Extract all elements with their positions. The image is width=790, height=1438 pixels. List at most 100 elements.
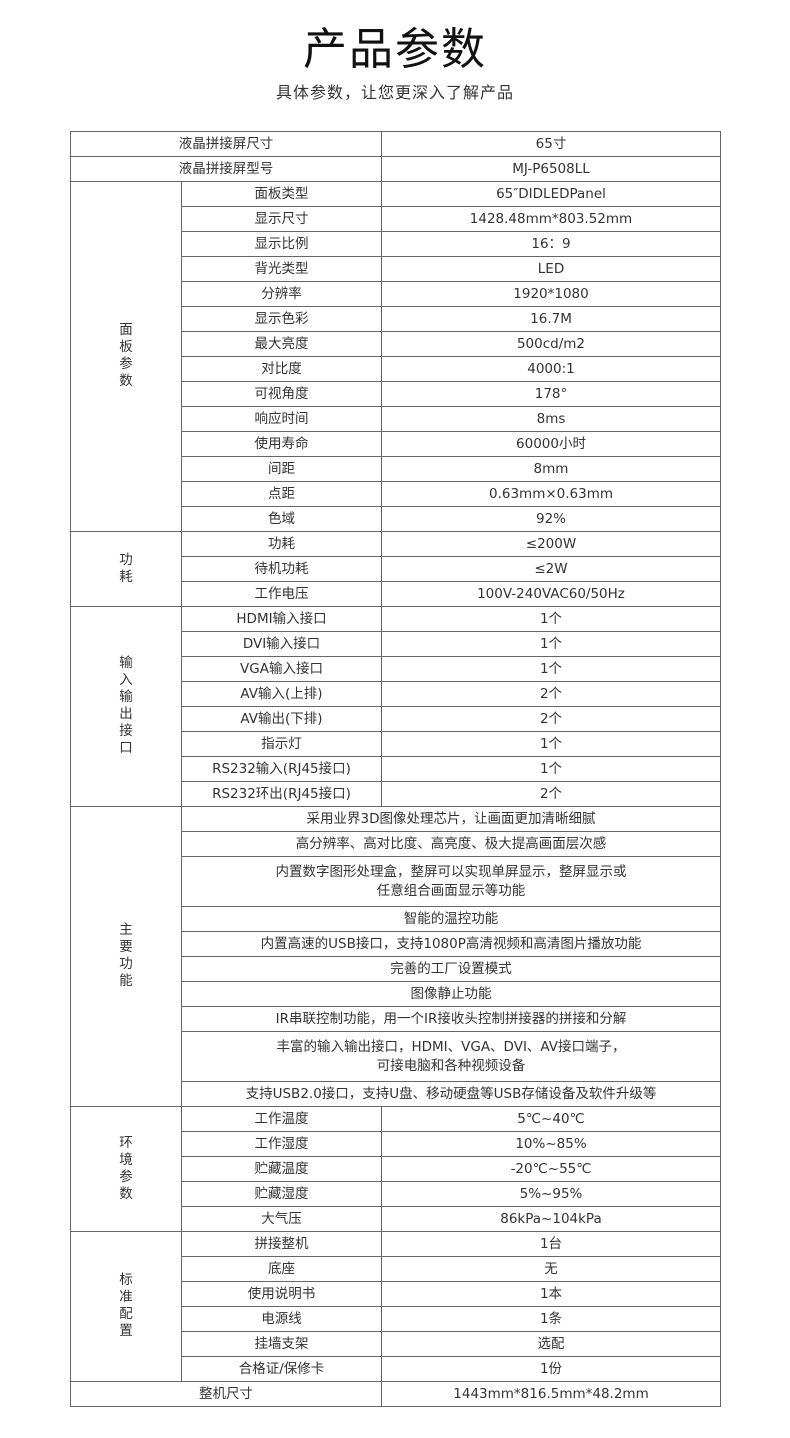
- group-label: 标准配置: [70, 1231, 182, 1382]
- spec-value: 选配: [381, 1331, 721, 1357]
- spec-label: AV输入(上排): [181, 681, 382, 707]
- spec-value: MJ-P6508LL: [381, 156, 721, 182]
- spec-value: 4000:1: [381, 356, 721, 382]
- spec-value: 16：9: [381, 231, 721, 257]
- table-row: 可视角度 178°: [71, 381, 721, 407]
- table-row: DVI输入接口 1个: [71, 631, 721, 657]
- spec-label: 工作湿度: [181, 1131, 382, 1157]
- spec-label: 响应时间: [181, 406, 382, 432]
- group-label: 输入输出接口: [70, 606, 182, 807]
- spec-value: 1条: [381, 1306, 721, 1332]
- spec-value: 5%~95%: [381, 1181, 721, 1207]
- spec-label: 拼接整机: [181, 1231, 382, 1257]
- feature-text-line: 完善的工厂设置模式: [390, 960, 512, 977]
- spec-value: 2个: [381, 781, 721, 807]
- table-row: 显示比例 16：9: [71, 231, 721, 257]
- spec-value: 2个: [381, 681, 721, 707]
- spec-value: 5℃~40℃: [381, 1106, 721, 1132]
- table-row: 工作电压 100V-240VAC60/50Hz: [71, 581, 721, 607]
- spec-label: 液晶拼接屏型号: [70, 156, 382, 182]
- spec-label: 分辨率: [181, 281, 382, 307]
- feature-text-line: 任意组合画面显示等功能: [376, 882, 526, 899]
- spec-value: 1个: [381, 656, 721, 682]
- table-row: 底座无: [71, 1256, 721, 1282]
- spec-label: 功耗: [181, 531, 382, 557]
- feature-text-line: IR串联控制功能，用一个IR接收头控制拼接器的拼接和分解: [275, 1010, 627, 1027]
- spec-value: 8ms: [381, 406, 721, 432]
- spec-label: DVI输入接口: [181, 631, 382, 657]
- table-row: 内置高速的USB接口，支持1080P高清视频和高清图片播放功能: [71, 931, 721, 957]
- spec-value: 2个: [381, 706, 721, 732]
- feature-item: 智能的温控功能: [181, 906, 721, 932]
- spec-value: 92%: [381, 506, 721, 532]
- spec-value: 500cd/m2: [381, 331, 721, 357]
- feature-text-line: 采用业界3D图像处理芯片，让画面更加清晰细腻: [306, 810, 596, 827]
- table-row: 功耗 功耗 ≤200W: [70, 531, 721, 607]
- spec-label: 可视角度: [181, 381, 382, 407]
- spec-label: 显示尺寸: [181, 206, 382, 232]
- spec-label: 大气压: [181, 1206, 382, 1232]
- table-row: 图像静止功能: [71, 981, 721, 1007]
- table-row: 液晶拼接屏尺寸 65寸: [70, 131, 721, 157]
- feature-text-line: 内置数字图形处理盒，整屏可以实现单屏显示，整屏显示或: [275, 863, 627, 880]
- feature-item: 支持USB2.0接口，支持U盘、移动硬盘等USB存储设备及软件升级等: [181, 1081, 721, 1107]
- group-label: 面板参数: [70, 181, 182, 532]
- table-row: 主要功能 采用业界3D图像处理芯片，让画面更加清晰细腻: [70, 806, 721, 1107]
- page-subtitle: 具体参数，让您更深入了解产品: [275, 83, 514, 102]
- spec-value: ≤200W: [381, 531, 721, 557]
- spec-table: 液晶拼接屏尺寸 65寸 液晶拼接屏型号 MJ-P6508LL 面板参数 面板类型 65″DI…: [70, 131, 721, 1407]
- spec-value: 65″DIDLEDPanel: [381, 181, 721, 207]
- spec-label: 合格证/保修卡: [181, 1356, 382, 1382]
- table-row: 色域 92%: [71, 506, 721, 532]
- table-row: 点距 0.63mm×0.63mm: [71, 481, 721, 507]
- group-label: 功耗: [70, 531, 182, 607]
- page-title: 产品参数: [303, 24, 487, 75]
- table-row: 显示色彩 16.7M: [71, 306, 721, 332]
- spec-label: 底座: [181, 1256, 382, 1282]
- table-row: 指示灯 1个: [71, 731, 721, 757]
- spec-label: 指示灯: [181, 731, 382, 757]
- spec-value: 1个: [381, 731, 721, 757]
- spec-value: 16.7M: [381, 306, 721, 332]
- spec-label: 工作电压: [181, 581, 382, 607]
- spec-label: 对比度: [181, 356, 382, 382]
- feature-item: 内置数字图形处理盒，整屏可以实现单屏显示，整屏显示或 任意组合画面显示等功能: [181, 856, 721, 907]
- group-label-text: 输入输出接口: [119, 655, 133, 756]
- feature-item: 高分辨率、高对比度、高亮度、极大提高画面层次感: [181, 831, 721, 857]
- feature-text-line: 可接电脑和各种视频设备: [376, 1057, 526, 1074]
- table-row: 最大亮度 500cd/m2: [71, 331, 721, 357]
- spec-label: 间距: [181, 456, 382, 482]
- table-row: 背光类型 LED: [71, 256, 721, 282]
- table-row: 贮藏湿度 5%~95%: [71, 1181, 721, 1207]
- feature-item: 采用业界3D图像处理芯片，让画面更加清晰细腻: [181, 806, 721, 832]
- spec-value: 65寸: [381, 131, 721, 157]
- spec-value: ≤2W: [381, 556, 721, 582]
- table-row: 贮藏温度 -20℃~55℃: [71, 1156, 721, 1182]
- spec-label: VGA输入接口: [181, 656, 382, 682]
- spec-value: 1428.48mm*803.52mm: [381, 206, 721, 232]
- spec-value: 1个: [381, 631, 721, 657]
- spec-value: 1个: [381, 606, 721, 632]
- table-row: 对比度 4000:1: [71, 356, 721, 382]
- table-row: 合格证/保修卡 1份: [71, 1356, 721, 1382]
- table-row: 高分辨率、高对比度、高亮度、极大提高画面层次感: [71, 831, 721, 857]
- table-row: IR串联控制功能，用一个IR接收头控制拼接器的拼接和分解: [71, 1006, 721, 1032]
- group-label-text: 面板参数: [119, 322, 133, 389]
- spec-label: HDMI输入接口: [181, 606, 382, 632]
- spec-label: 使用说明书: [181, 1281, 382, 1307]
- feature-text-line: 支持USB2.0接口，支持U盘、移动硬盘等USB存储设备及软件升级等: [245, 1085, 657, 1102]
- table-row: 液晶拼接屏型号 MJ-P6508LL: [70, 156, 721, 182]
- spec-label: 贮藏温度: [181, 1156, 382, 1182]
- spec-label: 电源线: [181, 1306, 382, 1332]
- group-label-text: 环境参数: [119, 1134, 133, 1202]
- spec-label: 显示色彩: [181, 306, 382, 332]
- table-row: 待机功耗 ≤2W: [71, 556, 721, 582]
- table-row: 面板参数 面板类型 65″DIDLEDPanel: [70, 181, 721, 532]
- table-row: 使用寿命 60000小时: [71, 431, 721, 457]
- spec-value: 1份: [381, 1356, 721, 1382]
- table-row: 显示尺寸 1428.48mm*803.52mm: [71, 206, 721, 232]
- spec-label: 待机功耗: [181, 556, 382, 582]
- spec-label: 最大亮度: [181, 331, 382, 357]
- table-row: 支持USB2.0接口，支持U盘、移动硬盘等USB存储设备及软件升级等: [71, 1081, 721, 1107]
- group-label-text: 主要功能: [119, 922, 133, 989]
